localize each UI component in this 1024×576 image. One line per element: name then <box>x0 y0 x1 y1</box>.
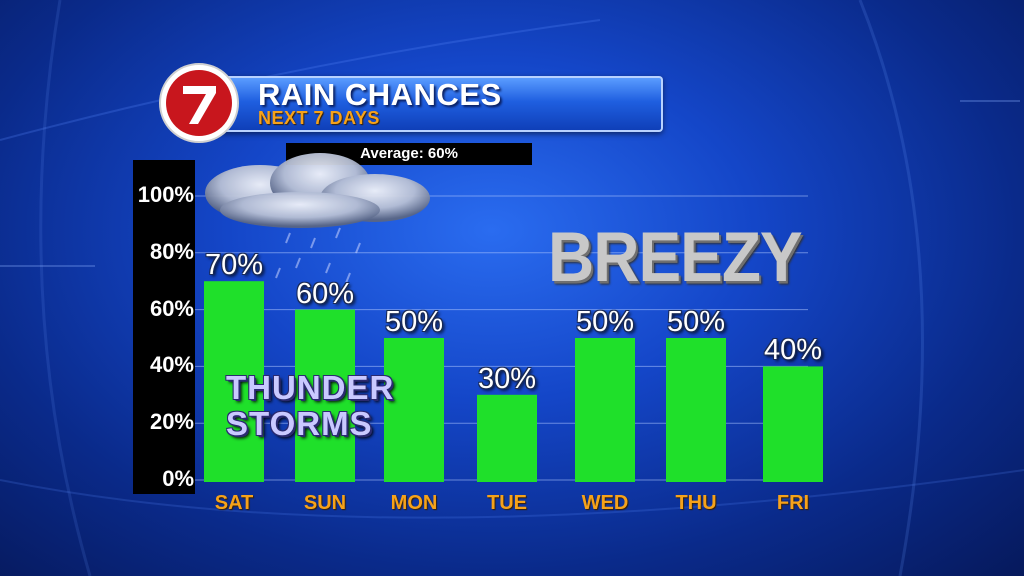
day-label-fri: FRI <box>776 492 810 514</box>
value-label-sun: 60% <box>295 277 355 310</box>
value-label-wed: 50% <box>575 306 635 338</box>
value-label-sat: 70% <box>204 249 264 282</box>
bar-sat <box>204 281 264 482</box>
value-label-mon: 50% <box>384 306 444 338</box>
y-tick-label: 80% <box>149 238 194 264</box>
cloud-icon <box>205 153 430 284</box>
value-label-tue: 30% <box>477 362 537 395</box>
header-bar <box>195 76 663 132</box>
channel-7-logo <box>159 63 239 143</box>
value-label-thu: 50% <box>666 306 726 338</box>
bar-fri <box>763 366 823 482</box>
bar-mon <box>384 338 444 482</box>
chart-title: RAIN CHANCES <box>258 77 502 112</box>
thunder-line-2: STORMS <box>226 405 373 442</box>
day-label-sat: SAT <box>214 492 254 514</box>
y-tick-label: 100% <box>137 182 194 207</box>
day-label-sun: SUN <box>303 492 347 514</box>
y-axis-strip <box>133 160 195 494</box>
bar-thu <box>666 338 726 482</box>
bar-wed <box>575 338 635 482</box>
day-label-mon: MON <box>390 492 438 514</box>
y-tick-label: 40% <box>149 352 194 378</box>
thunderstorms-annotation: THUNDER STORMS <box>226 370 394 442</box>
day-label-thu: THU <box>675 492 717 514</box>
day-label-wed: WED <box>581 492 629 514</box>
bar-tue <box>477 394 537 482</box>
day-label-tue: TUE <box>487 492 527 514</box>
value-label-fri: 40% <box>763 334 823 367</box>
bar-sun <box>295 309 355 482</box>
breezy-annotation: BREEZY <box>548 217 803 297</box>
chart-subtitle: NEXT 7 DAYS <box>258 108 380 128</box>
thunder-line-1: THUNDER <box>226 369 395 406</box>
y-tick-label: 0% <box>162 466 194 491</box>
y-tick-label: 60% <box>149 295 194 321</box>
y-tick-label: 20% <box>149 409 194 435</box>
